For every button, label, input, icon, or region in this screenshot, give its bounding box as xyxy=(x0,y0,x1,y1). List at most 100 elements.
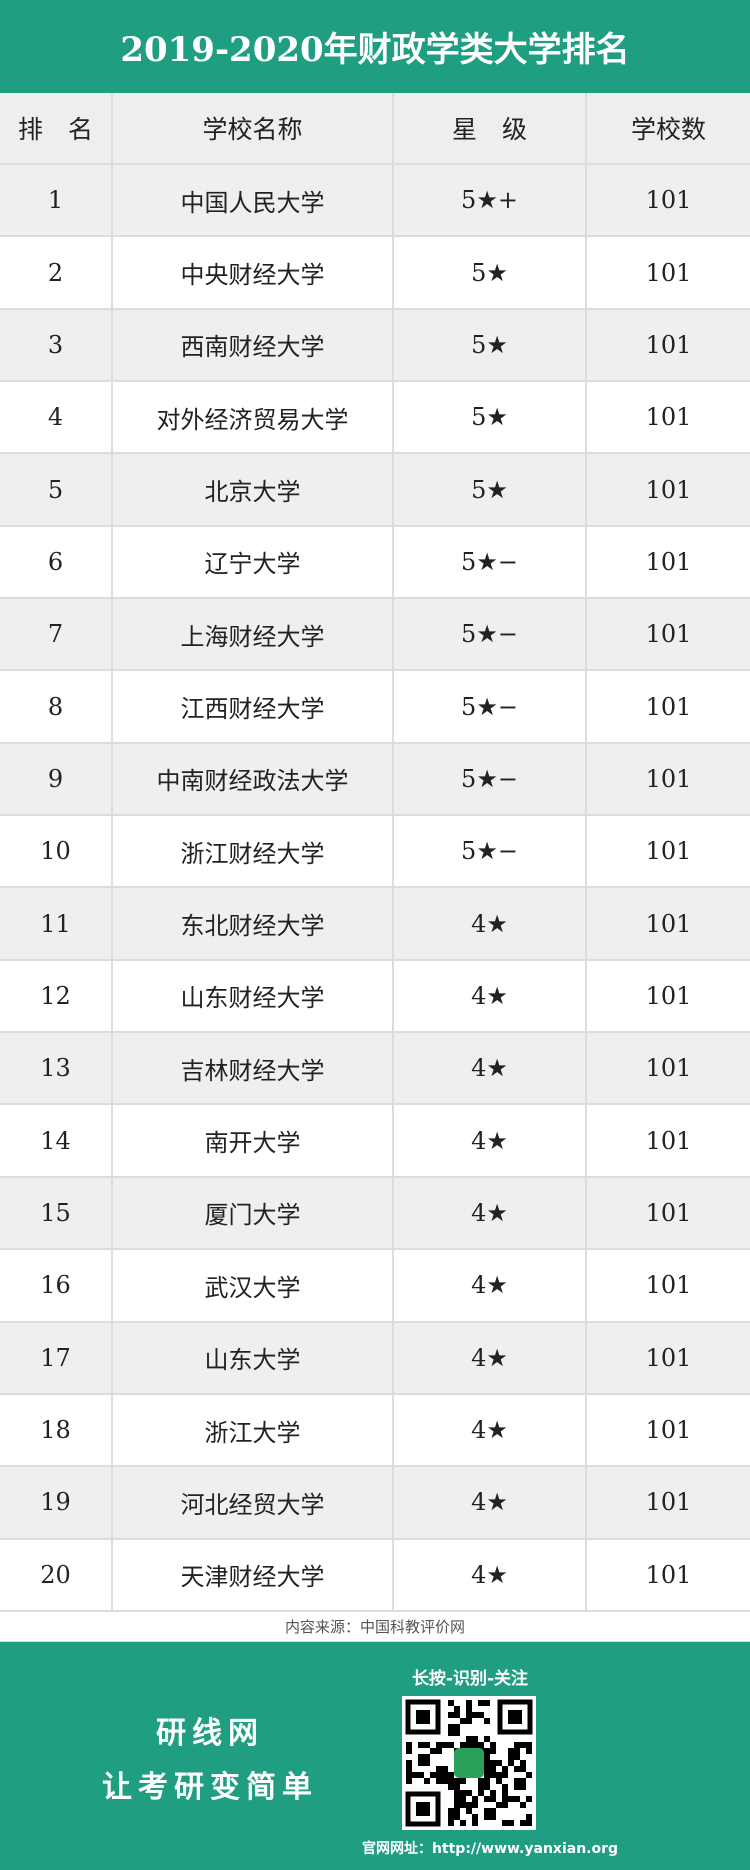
qr-module xyxy=(496,1772,502,1778)
qr-finder xyxy=(416,1710,430,1724)
qr-module xyxy=(490,1796,496,1802)
qr-module xyxy=(520,1784,526,1790)
qr-module xyxy=(490,1808,496,1814)
school-name: 中央财经大学 xyxy=(113,237,394,310)
qr-module xyxy=(448,1808,454,1814)
qr-module xyxy=(460,1802,466,1808)
qr-module xyxy=(472,1712,478,1718)
qr-module xyxy=(490,1790,496,1796)
rank: 6 xyxy=(0,526,113,600)
rank: 8 xyxy=(0,671,113,744)
school-count: 101 xyxy=(587,382,750,455)
school-name: 厦门大学 xyxy=(113,1177,394,1251)
qr-finder xyxy=(416,1802,430,1816)
rank: 20 xyxy=(0,1539,113,1612)
qr-module xyxy=(502,1796,508,1802)
qr-module xyxy=(418,1772,424,1778)
qr-module xyxy=(460,1778,466,1784)
qr-module xyxy=(460,1820,466,1826)
column-header: 学校名称 xyxy=(113,93,394,165)
school-count: 101 xyxy=(587,165,750,238)
footer-banner: 研线网 让考研变简单 长按-识别-关注 官网网址：http://www.yanx… xyxy=(0,1642,750,1870)
school-name: 中国人民大学 xyxy=(113,165,394,238)
qr-module xyxy=(448,1742,454,1748)
qr-module xyxy=(472,1742,478,1748)
qr-module xyxy=(484,1778,490,1784)
qr-module xyxy=(418,1754,424,1760)
rank: 11 xyxy=(0,888,113,961)
qr-module xyxy=(466,1808,472,1814)
table-row: 11 东北财经大学 4★ 101 xyxy=(0,888,750,961)
rank: 1 xyxy=(0,165,113,238)
qr-module xyxy=(442,1778,448,1784)
star-level: 4★ xyxy=(394,1250,587,1323)
table-row: 16 武汉大学 4★ 101 xyxy=(0,1250,750,1323)
qr-module xyxy=(460,1796,466,1802)
qr-module xyxy=(406,1766,412,1772)
school-count: 101 xyxy=(587,1467,750,1540)
qr-module xyxy=(436,1742,442,1748)
school-count: 101 xyxy=(587,888,750,961)
star-level: 4★ xyxy=(394,960,587,1034)
table-row: 9 中南财经政法大学 5★− 101 xyxy=(0,743,750,817)
source-note: 内容来源：中国科教评价网 xyxy=(0,1612,750,1642)
rank: 15 xyxy=(0,1177,113,1251)
table-row: 5 北京大学 5★ 101 xyxy=(0,454,750,527)
qr-module xyxy=(508,1796,514,1802)
column-header: 星 级 xyxy=(394,93,587,165)
qr-module xyxy=(406,1778,412,1784)
qr-module xyxy=(484,1748,490,1754)
qr-module xyxy=(508,1754,514,1760)
qr-module xyxy=(466,1742,472,1748)
qr-module xyxy=(466,1712,472,1718)
website: 官网网址：http://www.yanxian.org xyxy=(361,1841,619,1857)
column-header: 学校数 xyxy=(587,93,750,165)
qr-module xyxy=(484,1814,490,1820)
qr-module xyxy=(514,1784,520,1790)
star-level: 5★ xyxy=(394,382,587,455)
rank: 10 xyxy=(0,816,113,889)
qr-module xyxy=(520,1820,526,1826)
qr-module xyxy=(466,1802,472,1808)
qr-module xyxy=(490,1772,496,1778)
qr-module xyxy=(484,1784,490,1790)
qr-module xyxy=(442,1772,448,1778)
school-count: 101 xyxy=(587,1105,750,1178)
star-level: 4★ xyxy=(394,1467,587,1540)
star-level: 4★ xyxy=(394,1033,587,1106)
school-name: 浙江财经大学 xyxy=(113,816,394,889)
qr-module xyxy=(448,1772,454,1778)
qr-module xyxy=(454,1796,460,1802)
qr-module xyxy=(484,1700,490,1706)
page-title: 2019-2020年财政学类大学排名 xyxy=(0,0,750,93)
qr-module xyxy=(484,1796,490,1802)
table-row: 4 对外经济贸易大学 5★ 101 xyxy=(0,382,750,455)
table-row: 19 河北经贸大学 4★ 101 xyxy=(0,1467,750,1540)
qr-finder xyxy=(508,1710,522,1724)
qr-module xyxy=(448,1712,454,1718)
table-row: 14 南开大学 4★ 101 xyxy=(0,1105,750,1178)
school-count: 101 xyxy=(587,1178,750,1251)
table-row: 8 江西财经大学 5★− 101 xyxy=(0,671,750,744)
qr-finder xyxy=(405,1791,441,1827)
qr-module xyxy=(466,1736,472,1742)
school-name: 辽宁大学 xyxy=(113,526,394,600)
qr-module xyxy=(502,1784,508,1790)
qr-module xyxy=(424,1778,430,1784)
rank: 13 xyxy=(0,1033,113,1106)
qr-module xyxy=(448,1778,454,1784)
school-name: 浙江大学 xyxy=(113,1394,394,1468)
rank: 9 xyxy=(0,743,113,817)
rank: 5 xyxy=(0,454,113,527)
qr-module xyxy=(520,1802,526,1808)
school-name: 吉林财经大学 xyxy=(113,1033,394,1106)
school-count: 101 xyxy=(587,816,750,889)
table-row: 1 中国人民大学 5★+ 101 xyxy=(0,165,750,238)
qr-module xyxy=(424,1754,430,1760)
school-name: 山东大学 xyxy=(113,1322,394,1395)
qr-module xyxy=(436,1766,442,1772)
qr-module xyxy=(502,1820,508,1826)
qr-module xyxy=(406,1742,412,1748)
school-count: 101 xyxy=(587,1540,750,1612)
qr-module xyxy=(466,1718,472,1724)
